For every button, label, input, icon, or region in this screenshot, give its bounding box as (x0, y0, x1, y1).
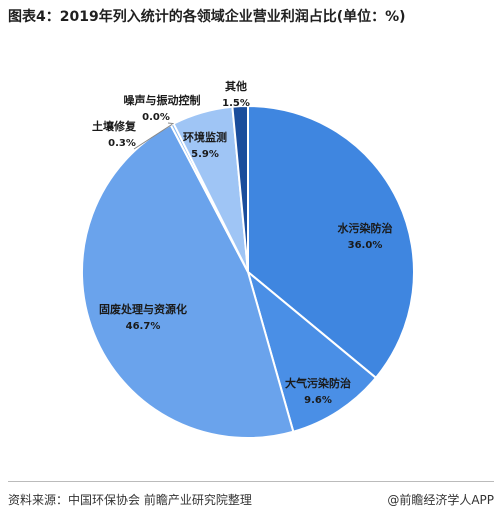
pie-slices (80, 104, 415, 439)
slice-value-label: 9.6% (304, 395, 332, 406)
pie-slice (247, 104, 415, 380)
source-note: 资料来源：中国环保协会 前瞻产业研究院整理 (8, 493, 252, 507)
slice-value-label: 36.0% (348, 240, 383, 251)
label-leader-line (133, 123, 173, 150)
slice-category-label: 环境监测 (183, 130, 227, 144)
footer: 资料来源：中国环保协会 前瞻产业研究院整理 @前瞻经济学人APP (0, 481, 502, 513)
slice-value-label: 1.5% (222, 98, 250, 109)
slice-value-label: 5.9% (191, 149, 219, 160)
pie-slice (231, 104, 249, 273)
slice-category-label: 噪声与振动控制 (124, 93, 201, 107)
pie-chart-area: 水污染防治 36.0% 大气污染防治 9.6% 固废处理与资源化 46.7% 土壤修复 0.3… (0, 34, 502, 474)
slice-category-label: 固废处理与资源化 (99, 302, 187, 316)
pie-slice (80, 123, 295, 439)
pie-chart: 水污染防治 36.0% 大气污染防治 9.6% 固废处理与资源化 46.7% 土壤修复 0.3… (80, 79, 415, 439)
slice-category-label: 其他 (225, 79, 247, 93)
brand-credit: @前瞻经济学人APP (387, 493, 494, 507)
slice-category-label: 土壤修复 (92, 119, 137, 133)
chart-title: 图表4：2019年列入统计的各领域企业营业利润占比(单位：%) (8, 9, 406, 25)
footer-divider (8, 481, 494, 482)
pie-labels: 水污染防治 36.0% 大气污染防治 9.6% 固废处理与资源化 46.7% 土壤修复 0.3… (92, 79, 393, 406)
slice-category-label: 水污染防治 (338, 221, 393, 235)
slice-value-label: 0.0% (142, 112, 170, 123)
slice-value-label: 0.3% (108, 138, 136, 149)
pie-slice (246, 269, 378, 433)
slice-category-label: 大气污染防治 (285, 376, 351, 390)
slice-value-label: 46.7% (126, 321, 161, 332)
label-leader-line (167, 122, 174, 125)
